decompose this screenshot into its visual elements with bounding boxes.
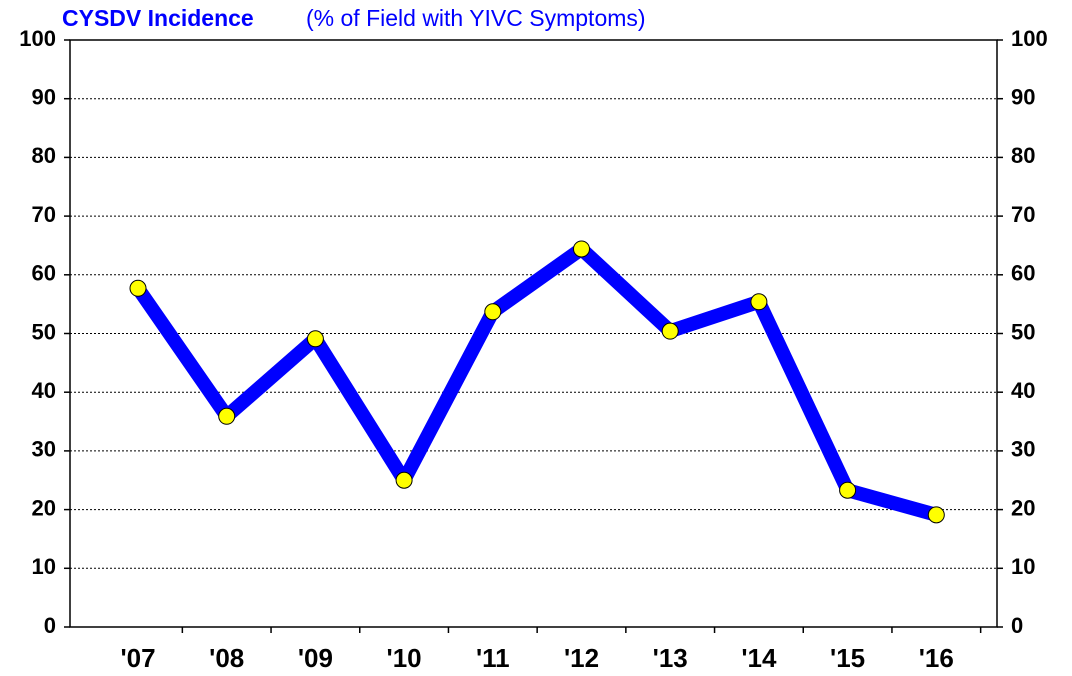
y-tick-label: 60 bbox=[32, 261, 56, 286]
x-tick-label: '16 bbox=[919, 643, 954, 673]
y-tick-label: 30 bbox=[32, 437, 56, 462]
y2-tick-label: 90 bbox=[1011, 85, 1035, 110]
y-tick-label: 50 bbox=[32, 319, 56, 344]
x-tick-label: '07 bbox=[120, 643, 155, 673]
y-tick-label: 100 bbox=[19, 26, 56, 51]
chart-title: CYSDV Incidence bbox=[62, 5, 254, 31]
y-tick-label: 20 bbox=[32, 495, 56, 520]
y2-tick-label: 70 bbox=[1011, 202, 1035, 227]
data-point bbox=[306, 330, 324, 348]
x-tick-label: '15 bbox=[830, 643, 865, 673]
x-tick-label: '14 bbox=[741, 643, 777, 673]
x-tick-label: '09 bbox=[298, 643, 333, 673]
data-point bbox=[218, 407, 236, 425]
y2-tick-label: 80 bbox=[1011, 143, 1035, 168]
y2-tick-label: 50 bbox=[1011, 319, 1035, 344]
data-point bbox=[927, 506, 945, 524]
y2-tick-label: 0 bbox=[1011, 613, 1023, 638]
y2-tick-label: 10 bbox=[1011, 554, 1035, 579]
data-point bbox=[484, 303, 502, 321]
data-point bbox=[839, 481, 857, 499]
data-point bbox=[573, 240, 590, 258]
y2-tick-label: 20 bbox=[1011, 495, 1035, 520]
x-tick-label: '13 bbox=[653, 643, 688, 673]
y-tick-label: 10 bbox=[32, 554, 56, 579]
data-point bbox=[661, 322, 679, 340]
y2-tick-label: 40 bbox=[1011, 378, 1035, 403]
plot-frame bbox=[69, 39, 998, 628]
x-tick-label: '11 bbox=[476, 643, 510, 673]
data-point bbox=[750, 293, 768, 311]
chart-subtitle: (% of Field with YIVC Symptoms) bbox=[306, 5, 646, 31]
y-tick-label: 0 bbox=[44, 613, 56, 638]
y-tick-label: 40 bbox=[32, 378, 56, 403]
data-line bbox=[132, 241, 939, 522]
y-tick-label: 80 bbox=[32, 143, 56, 168]
x-tick-label: '10 bbox=[387, 643, 422, 673]
x-tick-label: '08 bbox=[209, 643, 244, 673]
y2-tick-label: 30 bbox=[1011, 437, 1035, 462]
data-point bbox=[129, 279, 147, 297]
x-tick-label: '12 bbox=[564, 643, 599, 673]
y2-tick-label: 60 bbox=[1011, 261, 1035, 286]
y-tick-label: 90 bbox=[32, 85, 56, 110]
data-point bbox=[395, 471, 413, 489]
y-tick-label: 70 bbox=[32, 202, 56, 227]
y2-tick-label: 100 bbox=[1011, 26, 1048, 51]
